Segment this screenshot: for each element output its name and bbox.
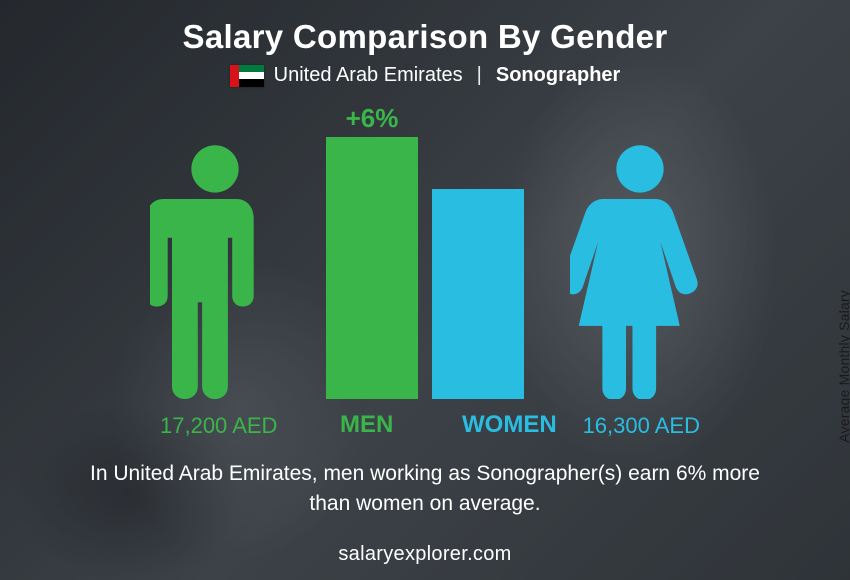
chart-area: +6% 17,200 AED MEN WOMEN 16,300 AED <box>30 97 820 447</box>
y-axis-label: Average Monthly Salary <box>836 290 850 443</box>
labels-row: 17,200 AED MEN WOMEN 16,300 AED <box>30 405 820 439</box>
country-label: United Arab Emirates <box>274 64 463 87</box>
female-figure-icon <box>570 141 710 399</box>
bars-group: +6% <box>326 137 524 399</box>
separator-pipe: | <box>477 64 482 87</box>
page-title: Salary Comparison By Gender <box>30 18 820 56</box>
pct-label-men: +6% <box>346 103 399 134</box>
label-men: MEN <box>340 411 393 439</box>
job-title: Sonographer <box>496 64 620 87</box>
uae-flag-icon <box>230 65 264 87</box>
bar-men: +6% <box>326 137 418 399</box>
footer-source: salaryexplorer.com <box>0 543 850 566</box>
label-women: WOMEN <box>462 411 557 439</box>
male-figure-icon <box>150 141 290 399</box>
salary-women: 16,300 AED <box>583 413 700 439</box>
salary-men: 17,200 AED <box>160 413 277 439</box>
subtitle-row: United Arab Emirates | Sonographer <box>30 64 820 87</box>
bar-women <box>432 189 524 399</box>
infographic-content: Salary Comparison By Gender United Arab … <box>0 0 850 580</box>
summary-text: In United Arab Emirates, men working as … <box>0 459 850 518</box>
